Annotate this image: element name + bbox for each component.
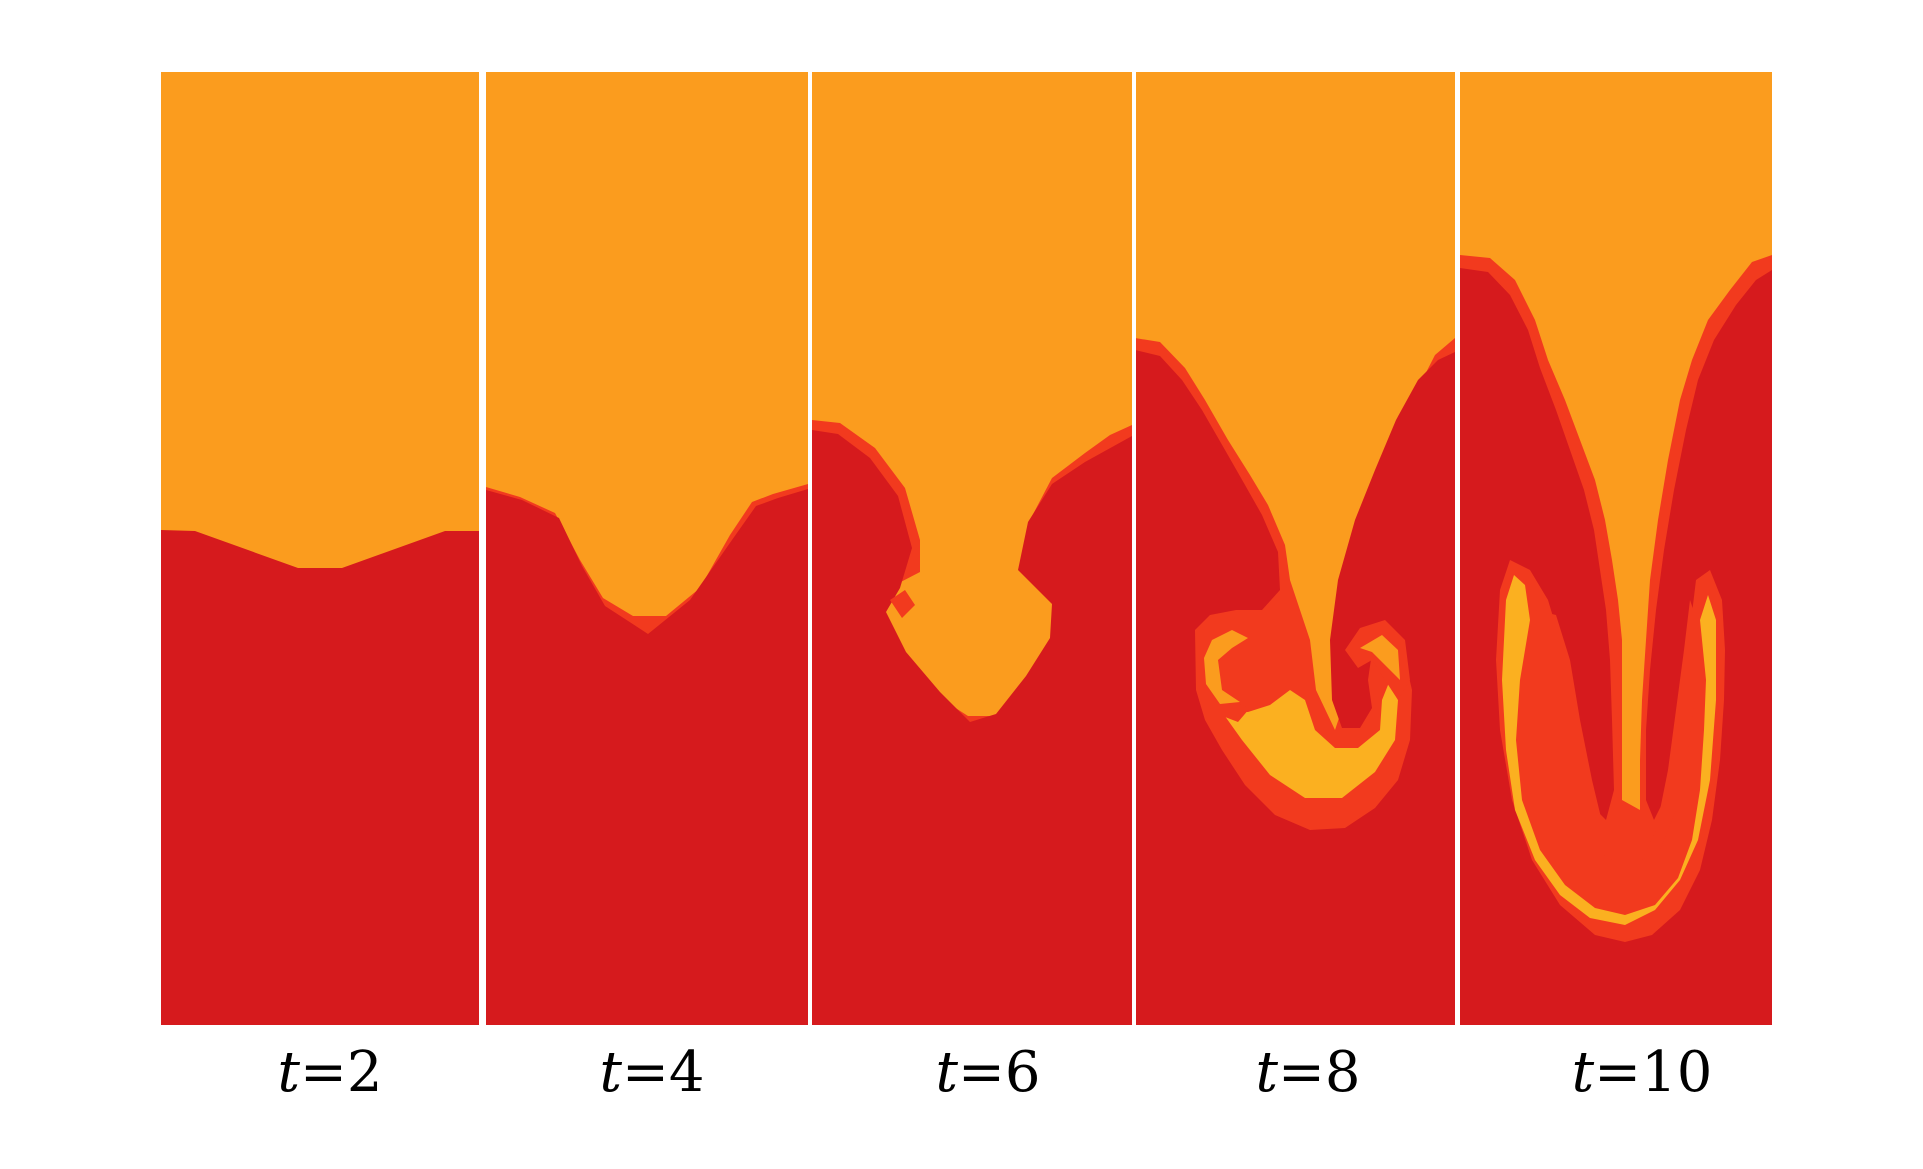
- time-symbol: t: [935, 1040, 958, 1105]
- time-value: =10: [1594, 1040, 1713, 1105]
- time-value: =8: [1277, 1040, 1361, 1105]
- time-symbol: t: [277, 1040, 300, 1105]
- separator: [481, 72, 485, 1025]
- lower-fluid: [1135, 350, 1455, 1025]
- mixed-core: [1502, 575, 1716, 925]
- time-value: =4: [621, 1040, 705, 1105]
- inner-tongue-right: [1642, 600, 1700, 860]
- panel-t2: [161, 72, 479, 1025]
- lower-fluid: [161, 530, 479, 1025]
- time-value: =2: [299, 1040, 383, 1105]
- panel-t8: [1135, 72, 1455, 1025]
- mixed-core: [1222, 680, 1398, 798]
- panel-label-t10: t=10: [1532, 1038, 1752, 1108]
- time-symbol: t: [599, 1040, 622, 1105]
- lower-fluid: [486, 489, 808, 1025]
- curl-left-core: [1204, 630, 1248, 704]
- inner-lobe-left: [890, 590, 915, 618]
- panel-t4: [486, 72, 808, 1025]
- time-symbol: t: [1571, 1040, 1595, 1105]
- time-value: =6: [957, 1040, 1041, 1105]
- separator: [1455, 72, 1459, 1025]
- panel-t10: [1460, 72, 1772, 1025]
- curl-right-core: [1360, 635, 1400, 680]
- panel-label-t2: t=2: [230, 1038, 430, 1108]
- inner-tongue-left: [1536, 610, 1612, 860]
- panel-label-t4: t=4: [552, 1038, 752, 1108]
- panel-t6: [812, 72, 1132, 1025]
- separator: [1132, 72, 1136, 1025]
- separator: [808, 72, 812, 1025]
- curl-right: [1345, 620, 1410, 700]
- panel-label-t8: t=8: [1208, 1038, 1408, 1108]
- lower-fluid: [1460, 268, 1772, 1025]
- time-symbol: t: [1255, 1040, 1278, 1105]
- lower-fluid: [812, 430, 1132, 1025]
- panel-label-t6: t=6: [888, 1038, 1088, 1108]
